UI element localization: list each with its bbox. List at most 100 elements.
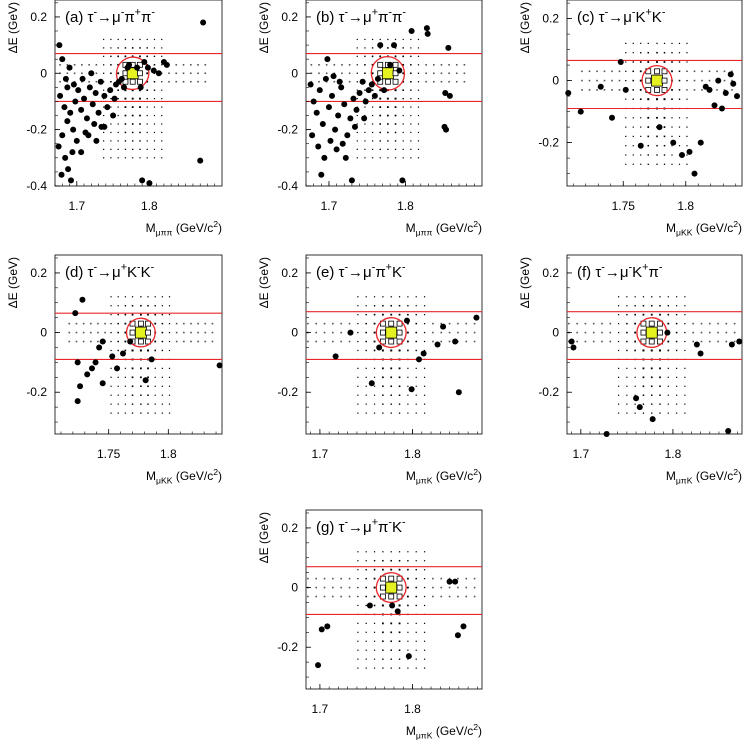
signal-mc-dot: [465, 322, 468, 325]
signal-mc-dot: [382, 551, 384, 553]
signal-mc-dot: [104, 331, 106, 334]
signal-mc-dot: [642, 313, 645, 316]
signal-mc-dot: [103, 148, 105, 150]
panel-b: -0.4 -0.2 0 0.2 1.7 1.8 (b) τ-→μ+π-π- Mμππ (GeV…: [257, 0, 483, 238]
signal-mc-dot: [686, 154, 688, 156]
signal-mc-dot: [402, 55, 404, 58]
signal-mc-dot: [168, 403, 171, 405]
signal-mc-dot: [415, 340, 417, 343]
signal-mc-dot: [618, 70, 621, 73]
signal-mc-dot: [382, 667, 384, 669]
signal-mc-dot: [110, 403, 112, 405]
signal-mc-dot: [676, 385, 678, 387]
signal-mc-dot: [398, 304, 401, 307]
signal-mc-dot: [110, 55, 112, 58]
signal-mc-dot: [394, 97, 397, 100]
signal-mc-dot: [394, 38, 397, 41]
signal-mc-dot: [139, 157, 141, 159]
y-axis-label: ΔE (GeV): [257, 512, 271, 563]
signal-mc-dot: [407, 595, 409, 598]
data-point: [91, 121, 98, 127]
data-point: [55, 143, 62, 150]
signal-mc-dot: [407, 296, 409, 298]
signal-mc-dot: [110, 296, 112, 298]
panel-title: (c) τ-→μ-K+K-: [577, 7, 666, 26]
panel-d: -0.2 0 0.2 1.75 1.8 (d) τ-→μ+K-K- MμKK (GeV/c2…: [6, 254, 223, 486]
signal-mc-dot: [357, 622, 359, 624]
signal-mc-dot: [626, 305, 628, 307]
signal-mc-dot: [656, 61, 658, 63]
signal-mc-dot: [117, 55, 119, 58]
signal-mc-dot: [371, 55, 374, 58]
signal-mc-dot: [168, 314, 171, 316]
signal-mc-dot: [415, 649, 417, 651]
signal-mc-dot: [340, 586, 342, 589]
signal-mc-dot: [402, 106, 404, 108]
signal-mc-dot: [211, 322, 214, 325]
signal-mc-dot: [124, 385, 126, 387]
signal-mc-box: [145, 320, 151, 327]
signal-mc-dot: [663, 116, 666, 119]
data-point: [374, 75, 381, 82]
panel-f: -0.2 0 0.2 1.7 1.8 (f) τ-→μ-K+π- MμπK (GeV/c2)…: [518, 254, 743, 486]
data-point: [65, 166, 72, 173]
signal-mc-dot: [110, 340, 112, 343]
signal-mc-dot: [154, 313, 157, 316]
signal-mc-dot: [671, 89, 673, 91]
signal-mc-dot: [318, 64, 320, 66]
signal-mc-dot: [407, 577, 409, 580]
signal-mc-dot: [692, 331, 694, 334]
signal-mc-box: [137, 78, 143, 85]
signal-mc-dot: [357, 394, 359, 396]
signal-mc-dot: [671, 154, 673, 156]
signal-mc-dot: [110, 131, 112, 134]
signal-mc-dot: [465, 331, 468, 334]
data-point: [330, 73, 337, 80]
signal-mc-dot: [417, 148, 420, 150]
data-point: [148, 356, 155, 363]
signal-mc-dot: [103, 114, 105, 117]
data-point: [637, 142, 644, 149]
signal-mc-dot: [581, 70, 583, 73]
signal-mc-dot: [147, 376, 149, 379]
signal-mc-dot: [59, 80, 61, 83]
signal-mc-box: [648, 320, 655, 327]
signal-mc-dot: [650, 349, 653, 352]
signal-mc-dot: [423, 560, 426, 562]
signal-mc-box: [388, 338, 395, 345]
data-point: [368, 81, 375, 88]
signal-mc-dot: [425, 72, 427, 75]
signal-mc-dot: [423, 412, 426, 414]
signal-mc-dot: [684, 305, 686, 307]
signal-mc-dot: [124, 123, 127, 125]
signal-mc-dot: [625, 79, 627, 82]
signal-mc-dot: [175, 72, 178, 75]
signal-mc-dot: [168, 385, 171, 387]
signal-mc-dot: [204, 64, 207, 66]
signal-mc-dot: [132, 157, 134, 159]
signal-mc-dot: [678, 117, 681, 119]
data-point: [318, 171, 325, 178]
signal-mc-dot: [124, 296, 126, 298]
signal-mc-dot: [596, 70, 598, 73]
signal-mc-dot: [639, 61, 642, 63]
data-point: [200, 19, 207, 26]
signal-mc-dot: [423, 394, 426, 396]
signal-mc-dot: [315, 577, 317, 580]
data-point: [356, 90, 363, 96]
signal-mc-dot: [197, 331, 199, 334]
signal-mc-dot: [161, 403, 163, 405]
signal-mc-peak: [385, 581, 398, 594]
signal-mc-dot: [68, 322, 71, 325]
signal-mc-dot: [161, 55, 163, 57]
signal-mc-dot: [402, 80, 405, 83]
signal-mc-dot: [103, 47, 105, 49]
data-point: [715, 77, 722, 84]
signal-mc-dot: [432, 586, 434, 589]
signal-mc-dot: [161, 123, 163, 125]
signal-mc-dot: [693, 79, 696, 82]
signal-mc-dot: [394, 140, 397, 142]
signal-mc-dot: [639, 98, 642, 101]
signal-mc-dot: [373, 394, 376, 396]
signal-mc-dot: [95, 64, 98, 66]
